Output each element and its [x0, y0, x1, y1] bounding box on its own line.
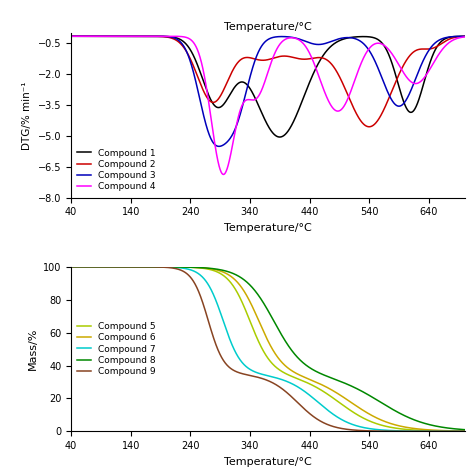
Compound 9	[450, 428, 456, 434]
Compound 3	[249, 66, 255, 72]
Compound 9	[378, 428, 384, 434]
Compound 2	[462, 34, 467, 39]
Compound 4	[220, 172, 226, 177]
Line: Compound 2: Compound 2	[71, 36, 465, 127]
Compound 8	[68, 264, 74, 270]
Compound 1	[88, 34, 94, 39]
Compound 7	[450, 428, 456, 434]
Compound 4	[462, 34, 467, 40]
Title: Temperature/°C: Temperature/°C	[224, 22, 312, 32]
Compound 7	[450, 428, 456, 434]
Line: Compound 4: Compound 4	[71, 36, 465, 174]
X-axis label: Temperature/°C: Temperature/°C	[224, 456, 312, 466]
Compound 8	[260, 298, 265, 304]
Compound 4	[378, 41, 384, 46]
Legend: Compound 5, Compound 6, Compound 7, Compound 8, Compound 9: Compound 5, Compound 6, Compound 7, Comp…	[76, 320, 158, 378]
Compound 4	[450, 37, 456, 43]
Compound 5	[68, 264, 74, 270]
Compound 3	[68, 34, 74, 39]
Compound 8	[88, 264, 94, 270]
Compound 1	[249, 89, 255, 95]
Compound 8	[249, 284, 255, 290]
Compound 9	[450, 428, 456, 434]
Compound 7	[88, 264, 94, 270]
Compound 9	[68, 264, 74, 270]
Compound 6	[462, 428, 467, 434]
Line: Compound 6: Compound 6	[71, 267, 465, 431]
Legend: Compound 1, Compound 2, Compound 3, Compound 4: Compound 1, Compound 2, Compound 3, Comp…	[76, 147, 158, 193]
Line: Compound 5: Compound 5	[71, 267, 465, 431]
Compound 4	[68, 34, 74, 39]
Compound 1	[450, 34, 456, 39]
Compound 6	[450, 428, 456, 434]
Compound 2	[366, 124, 372, 129]
Compound 2	[450, 35, 456, 41]
Compound 6	[249, 303, 255, 309]
Compound 3	[216, 144, 222, 149]
Compound 5	[462, 428, 467, 434]
Compound 7	[249, 368, 255, 374]
Compound 3	[378, 73, 384, 79]
Compound 3	[450, 34, 456, 39]
Compound 6	[260, 326, 265, 332]
Compound 2	[88, 34, 94, 39]
Compound 1	[260, 111, 265, 117]
Compound 1	[378, 39, 384, 45]
Compound 6	[88, 264, 94, 270]
Compound 1	[68, 34, 74, 39]
Compound 5	[450, 428, 456, 434]
Compound 1	[462, 34, 467, 39]
Compound 3	[462, 34, 467, 39]
Line: Compound 1: Compound 1	[71, 36, 465, 137]
Compound 7	[260, 372, 265, 377]
Line: Compound 8: Compound 8	[71, 267, 465, 429]
Y-axis label: Mass/%: Mass/%	[27, 328, 37, 370]
Compound 5	[88, 264, 94, 270]
Compound 5	[378, 422, 384, 428]
Compound 2	[378, 112, 384, 118]
Compound 8	[378, 400, 384, 405]
Compound 9	[249, 373, 255, 379]
Compound 7	[68, 264, 74, 270]
Compound 9	[462, 428, 467, 434]
Compound 4	[260, 85, 265, 91]
Compound 4	[88, 34, 94, 39]
Compound 3	[450, 34, 456, 39]
Compound 5	[450, 428, 456, 434]
Compound 2	[260, 57, 265, 63]
Compound 6	[378, 417, 384, 423]
Compound 8	[462, 427, 467, 432]
Compound 2	[450, 35, 456, 41]
Line: Compound 9: Compound 9	[71, 267, 465, 431]
Compound 5	[249, 323, 255, 329]
Compound 1	[450, 34, 456, 39]
Compound 4	[450, 37, 456, 43]
Compound 9	[88, 264, 94, 270]
Compound 7	[378, 427, 384, 433]
Line: Compound 7: Compound 7	[71, 267, 465, 431]
Compound 7	[462, 428, 467, 434]
Compound 3	[260, 42, 265, 47]
X-axis label: Temperature/°C: Temperature/°C	[224, 223, 312, 233]
Line: Compound 3: Compound 3	[71, 36, 465, 146]
Compound 9	[260, 376, 265, 382]
Compound 8	[450, 426, 456, 431]
Compound 1	[277, 134, 283, 140]
Y-axis label: DTG/% min⁻¹: DTG/% min⁻¹	[22, 81, 32, 150]
Compound 2	[68, 34, 74, 39]
Compound 4	[249, 97, 255, 103]
Compound 5	[260, 346, 265, 352]
Compound 8	[450, 426, 456, 431]
Compound 3	[88, 34, 94, 39]
Compound 2	[249, 55, 255, 61]
Compound 6	[68, 264, 74, 270]
Compound 6	[450, 428, 456, 434]
